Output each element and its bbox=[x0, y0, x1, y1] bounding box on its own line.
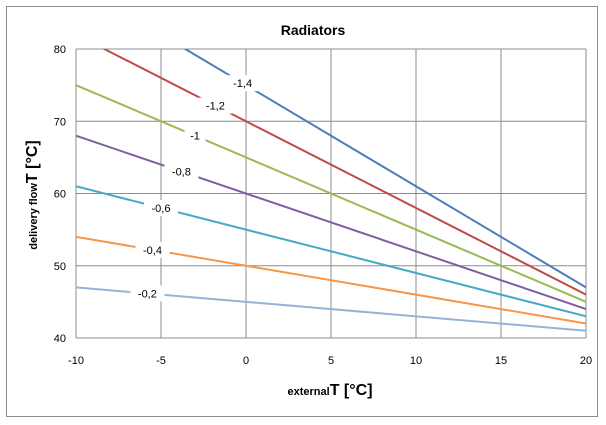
series-label: -1,4 bbox=[233, 78, 252, 90]
series-label-bg bbox=[198, 97, 233, 114]
series-label-bg bbox=[130, 285, 165, 302]
x-tick-label: 10 bbox=[410, 355, 422, 367]
series-label-bg bbox=[225, 75, 260, 92]
series-line bbox=[102, 49, 586, 296]
x-tick-labels: -10 -5 0 5 10 15 20 bbox=[68, 355, 592, 367]
y-tick-labels: 40 50 60 70 80 bbox=[54, 44, 66, 345]
series-label-bg bbox=[144, 199, 178, 216]
series-label: -0,2 bbox=[138, 288, 157, 300]
x-tick-label: 0 bbox=[243, 355, 249, 367]
series-label: -0,6 bbox=[152, 203, 171, 215]
chart-title: Radiators bbox=[281, 22, 346, 38]
x-axis-label: externalT [°C] bbox=[287, 382, 372, 399]
x-axis-label-main: T [°C] bbox=[330, 382, 373, 399]
series-label: -1 bbox=[190, 131, 200, 143]
x-tick-label: -5 bbox=[156, 355, 166, 367]
y-axis-label-main: T [°C] bbox=[24, 140, 41, 183]
y-axis-label: delivery flowT [°C] bbox=[24, 140, 41, 249]
series-line bbox=[76, 134, 586, 311]
series-lines: -1,4 -1,2 -1 -0,8 -0,6 -0,4 -0,2 bbox=[76, 49, 586, 332]
x-tick-label: 15 bbox=[495, 355, 507, 367]
x-tick-label: -10 bbox=[68, 355, 84, 367]
y-tick-label: 80 bbox=[54, 44, 66, 56]
x-axis-label-small: external bbox=[287, 386, 329, 398]
y-tick-label: 50 bbox=[54, 261, 66, 273]
y-tick-label: 60 bbox=[54, 189, 66, 201]
series-label: -1,2 bbox=[206, 101, 225, 113]
x-tick-label: 5 bbox=[328, 355, 334, 367]
series-line bbox=[183, 49, 586, 289]
series-label: -0,4 bbox=[143, 245, 162, 257]
y-axis-label-small: delivery flow bbox=[28, 183, 40, 250]
y-tick-label: 70 bbox=[54, 116, 66, 128]
series-label-bg bbox=[184, 127, 206, 144]
series-label: -0,8 bbox=[172, 167, 191, 179]
series-line bbox=[76, 84, 586, 303]
series-label-bg bbox=[135, 241, 170, 258]
y-tick-label: 40 bbox=[54, 333, 66, 345]
x-tick-label: 20 bbox=[580, 355, 592, 367]
series-label-bg bbox=[164, 163, 199, 180]
